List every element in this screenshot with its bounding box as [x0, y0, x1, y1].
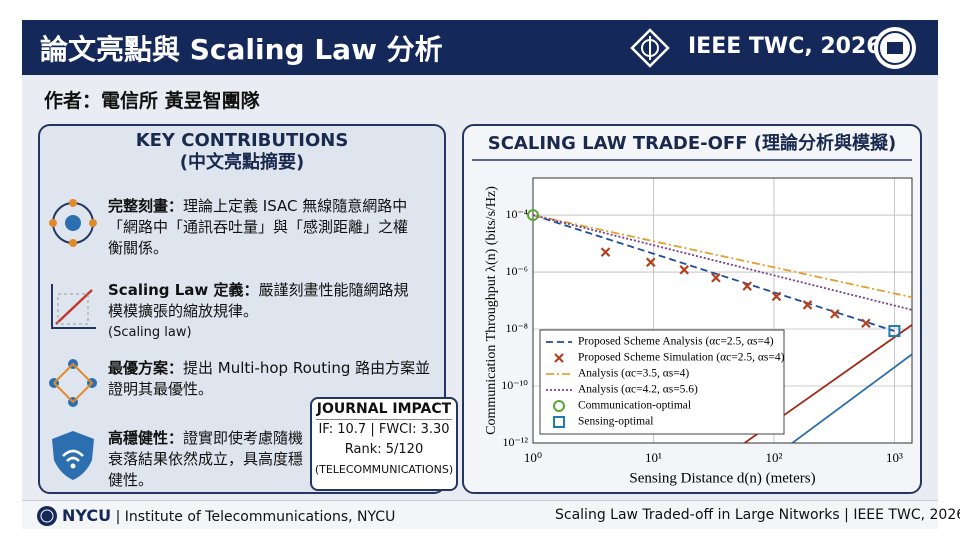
series-marker: [802, 300, 813, 310]
item-text: 理論上定義 ISAC 無線隨意網路中「網路中「通訊吞吐量」與「感測距離」之權衡關…: [108, 197, 409, 257]
series-line: [791, 353, 912, 443]
author: 作者：電信所 黃昱智團隊: [44, 90, 260, 112]
y-tick-label: 10⁻⁴: [505, 207, 528, 221]
legend-label: Analysis (αc=4.2, αs=5.6): [578, 384, 698, 396]
x-tick-label: 10²: [765, 450, 782, 465]
series-marker: [679, 265, 689, 275]
nycu-seal: [874, 27, 916, 69]
legend-marker: [553, 416, 565, 428]
network-icon: [49, 199, 97, 247]
legend-marker: [554, 353, 564, 363]
footer-left: NYCU | Institute of Telecommunications, …: [62, 506, 395, 525]
contributions-heading: KEY CONTRIBUTIONS: [135, 130, 349, 151]
x-stroke: [554, 353, 564, 363]
x-stroke: [600, 247, 611, 257]
legend-label: Proposed Scheme Simulation (αc=2.5, αs=4…: [578, 352, 785, 364]
plot-frame: [532, 177, 913, 444]
item-note: (Scaling law): [108, 325, 192, 340]
y-tick-label: 10⁻¹⁰: [501, 378, 528, 392]
x-stroke: [742, 281, 752, 291]
item-text: 提出 Multi-hop Routing 路由方案並證明其最優性。: [108, 359, 431, 398]
legend: Proposed Scheme Analysis (αc=2.5, αs=4) P…: [539, 329, 785, 435]
journal-rank: Rank: 5/120: [344, 442, 424, 457]
contribution-item: 完整刻畫：理論上定義 ISAC 無線隨意網路中「網路中「通訊吞吐量」與「感測距離…: [108, 196, 418, 259]
contributions-title: KEY CONTRIBUTIONS (中文亮點摘要): [40, 130, 444, 174]
x-axis-label: Sensing Distance d(n) (meters): [629, 470, 815, 486]
y-tick-label: 10⁻¹²: [502, 435, 528, 449]
legend-label: Analysis (αc=3.5, αs=4): [578, 368, 689, 380]
footer-bar: [22, 500, 938, 529]
scaling-icon: [51, 284, 96, 329]
x-tick-label: 10¹: [645, 450, 662, 465]
page-title: 論文亮點與 Scaling Law 分析: [40, 33, 443, 66]
y-tick-label: 10⁻⁸: [505, 321, 528, 335]
contribution-item: 最優方案：提出 Multi-hop Routing 路由方案並證明其最優性。: [108, 358, 438, 400]
item-text: 證實即使考慮隨機衰落結果依然成立，具高度穩健性。: [108, 429, 304, 489]
journal-impact-title: JOURNAL IMPACT: [316, 399, 452, 420]
x-stroke: [771, 291, 782, 302]
contribution-item: 高穩健性：證實即使考慮隨機衰落結果依然成立，具高度穩健性。: [108, 428, 308, 491]
contributions-subtitle: (中文亮點摘要): [179, 152, 305, 173]
legend-label: Sensing-optimal: [578, 416, 653, 428]
series-marker: [742, 281, 752, 291]
series-marker: [527, 209, 539, 222]
series-marker: [646, 257, 656, 268]
routing-icon: [49, 359, 97, 407]
series-marker: [771, 291, 782, 302]
x-stroke: [646, 257, 656, 268]
x-tick-label: 10³: [886, 450, 903, 465]
chart: SCALING LAW TRADE-OFF (理論分析與模擬) 10⁰ 10¹ 10…: [472, 132, 913, 486]
footer-institute: | Institute of Telecommunications, NYCU: [115, 509, 396, 525]
journal-metrics: IF: 10.7 | FWCI: 3.30: [318, 422, 450, 437]
item-heading: 完整刻畫：: [108, 197, 184, 215]
journal-label: IEEE TWC, 2026: [688, 34, 882, 59]
series-marker: [888, 325, 901, 338]
footer-logo: NYCU: [62, 506, 112, 525]
x-stroke: [830, 309, 840, 319]
series-line: [533, 214, 912, 311]
item-heading: Scaling Law 定義：: [108, 281, 259, 299]
legend-label: Proposed Scheme Analysis (αc=2.5, αs=4): [578, 336, 774, 348]
y-tick-label: 10⁻⁶: [505, 264, 528, 278]
y-axis-label: Communication Throughput λ(n) (bits/s/Hz…: [484, 186, 499, 435]
legend-label: Communication-optimal: [578, 400, 691, 412]
x-stroke: [802, 300, 813, 310]
x-stroke: [711, 272, 721, 283]
header-bar: [22, 20, 938, 75]
series-marker: [711, 272, 721, 283]
shield-icon: [52, 431, 94, 480]
footer-seal: [37, 506, 57, 526]
series-line: [533, 214, 912, 299]
item-heading: 最優方案：: [108, 359, 184, 377]
series-line: [533, 214, 895, 332]
journal-category: (TELECOMMUNICATIONS): [314, 463, 454, 476]
item-text: 嚴謹刻畫性能隨網路規模模擴張的縮放規律。: [108, 281, 409, 320]
series-marker: [600, 247, 611, 257]
x-stroke: [861, 318, 871, 328]
contribution-item: Scaling Law 定義：嚴謹刻畫性能隨網路規模模擴張的縮放規律。 (Scal…: [108, 280, 418, 343]
item-heading: 高穩健性：: [108, 429, 184, 447]
journal-impact-box: JOURNAL IMPACT IF: 10.7 | FWCI: 3.30 Ran…: [310, 397, 458, 491]
series-marker: [861, 318, 871, 328]
series-marker: [830, 309, 840, 319]
footer-right: Scaling Law Traded-off in Large Nitworks…: [555, 507, 960, 523]
x-stroke: [679, 265, 689, 275]
legend-marker: [553, 400, 565, 412]
legend-box: [539, 329, 785, 435]
chart-title: SCALING LAW TRADE-OFF (理論分析與模擬): [488, 132, 896, 154]
x-tick-label: 10⁰: [524, 450, 542, 465]
ieee-logo: [630, 28, 670, 68]
